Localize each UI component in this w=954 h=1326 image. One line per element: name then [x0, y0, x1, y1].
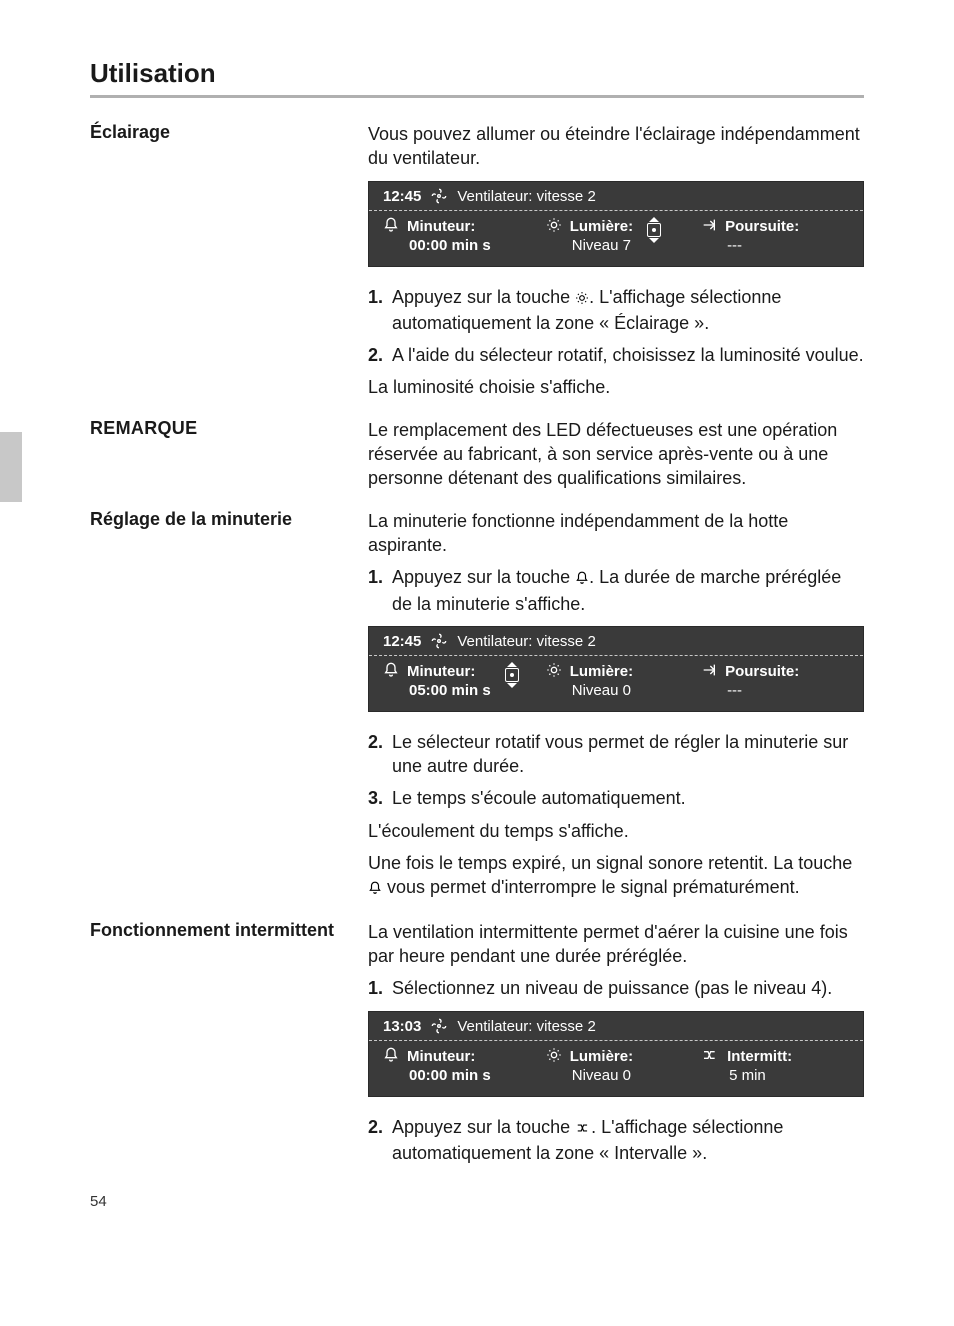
- section-rule: [90, 95, 864, 98]
- disp2-light-value: Niveau 0: [570, 681, 633, 701]
- disp1-status: Ventilateur: vitesse 2: [457, 188, 595, 205]
- disp1-timer-value: 00:00 min s: [407, 236, 491, 256]
- disp1-time: 12:45: [383, 188, 421, 205]
- disp1-follow-label: Poursuite:: [725, 217, 799, 237]
- display-eclairage: 12:45 Ventilateur: vitesse 2 Minuteur:00…: [368, 181, 864, 267]
- disp3-time: 13:03: [383, 1018, 421, 1035]
- eclairage-step1: 1.Appuyez sur la touche . L'affichage sé…: [368, 285, 864, 336]
- side-tab: [0, 432, 22, 502]
- disp2-timer-label: Minuteur:: [407, 662, 491, 682]
- disp2-status: Ventilateur: vitesse 2: [457, 633, 595, 650]
- light-icon: [546, 662, 562, 682]
- section-title: Utilisation: [90, 58, 864, 89]
- selector-icon: [499, 662, 525, 688]
- minuterie-after2: Une fois le temps expiré, un signal sono…: [368, 851, 864, 902]
- eclairage-step2: 2.A l'aide du sélecteur rotatif, choisis…: [368, 343, 864, 367]
- light-icon: [546, 217, 562, 237]
- disp1-light-label: Lumière:: [570, 217, 633, 237]
- arrow-icon: [701, 662, 717, 682]
- heading-remarque: REMARQUE: [90, 418, 350, 439]
- eclairage-intro: Vous pouvez allumer ou éteindre l'éclair…: [368, 122, 864, 171]
- bell-icon: [383, 1047, 399, 1067]
- disp3-timer-value: 00:00 min s: [407, 1066, 491, 1086]
- bell-icon: [368, 877, 382, 901]
- intermitt-icon: [575, 1117, 591, 1141]
- selector-icon: [641, 217, 667, 243]
- disp1-light-value: Niveau 7: [570, 236, 633, 256]
- disp2-time: 12:45: [383, 633, 421, 650]
- disp2-light-label: Lumière:: [570, 662, 633, 682]
- light-icon: [575, 287, 589, 311]
- page-number: 54: [90, 1193, 864, 1210]
- intermittent-step1: 1.Sélectionnez un niveau de puissance (p…: [368, 976, 864, 1000]
- minuterie-intro: La minuterie fonctionne indépendamment d…: [368, 509, 864, 558]
- intermitt-icon: [701, 1047, 719, 1067]
- disp2-timer-value: 05:00 min s: [407, 681, 491, 701]
- intermittent-step2: 2.Appuyez sur la touche . L'affichage sé…: [368, 1115, 864, 1166]
- disp1-timer-label: Minuteur:: [407, 217, 491, 237]
- disp2-follow-label: Poursuite:: [725, 662, 799, 682]
- minuterie-step1: 1.Appuyez sur la touche . La durée de ma…: [368, 565, 864, 616]
- eclairage-after: La luminosité choisie s'affiche.: [368, 375, 864, 399]
- remarque-text: Le remplacement des LED défectueuses est…: [368, 418, 864, 491]
- arrow-icon: [701, 217, 717, 237]
- intermittent-intro: La ventilation intermittente permet d'aé…: [368, 920, 864, 969]
- disp3-light-value: Niveau 0: [570, 1066, 633, 1086]
- disp2-follow-value: ---: [725, 681, 799, 701]
- fan-icon: [431, 1018, 447, 1036]
- fan-icon: [431, 188, 447, 206]
- disp3-intermitt-value: 5 min: [727, 1066, 792, 1086]
- heading-intermittent: Fonctionnement intermittent: [90, 920, 350, 941]
- heading-minuterie: Réglage de la minuterie: [90, 509, 350, 530]
- page-content: Utilisation Éclairage Vous pouvez allume…: [0, 0, 954, 1250]
- bell-icon: [575, 567, 589, 591]
- bell-icon: [383, 662, 399, 682]
- disp1-follow-value: ---: [725, 236, 799, 256]
- minuterie-step3: 3.Le temps s'écoule automatiquement.: [368, 786, 864, 810]
- heading-eclairage: Éclairage: [90, 122, 350, 143]
- light-icon: [546, 1047, 562, 1067]
- disp3-status: Ventilateur: vitesse 2: [457, 1018, 595, 1035]
- minuterie-after1: L'écoulement du temps s'affiche.: [368, 819, 864, 843]
- fan-icon: [431, 633, 447, 651]
- disp3-intermitt-label: Intermitt:: [727, 1047, 792, 1067]
- display-intermittent: 13:03 Ventilateur: vitesse 2 Minuteur:00…: [368, 1011, 864, 1097]
- disp3-light-label: Lumière:: [570, 1047, 633, 1067]
- bell-icon: [383, 217, 399, 237]
- minuterie-step2: 2.Le sélecteur rotatif vous permet de ré…: [368, 730, 864, 779]
- display-minuterie: 12:45 Ventilateur: vitesse 2 Minuteur:05…: [368, 626, 864, 712]
- disp3-timer-label: Minuteur:: [407, 1047, 491, 1067]
